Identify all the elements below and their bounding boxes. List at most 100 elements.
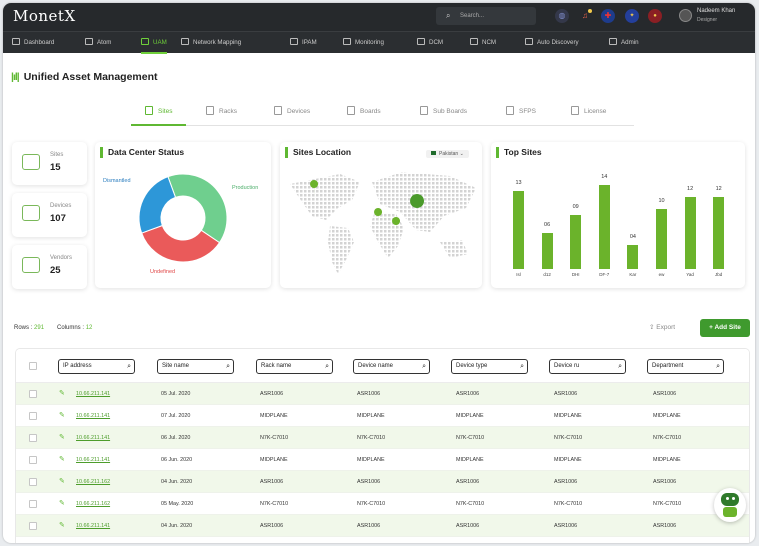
uam-title-icon: |ıl| bbox=[11, 71, 20, 83]
nav-item-atom[interactable]: Atom bbox=[85, 32, 111, 54]
bar-d12[interactable] bbox=[541, 233, 553, 269]
table-cell: 04 Jun. 2020 bbox=[161, 523, 193, 529]
bar-Kar[interactable] bbox=[627, 245, 639, 269]
table-row[interactable]: ✎ 10.66.211.141 07 Jul. 2020 MIDPLANE MIDPLA… bbox=[16, 405, 749, 427]
bell-icon[interactable]: ♫ bbox=[578, 9, 592, 23]
stat-card-devices[interactable]: Devices 107 bbox=[12, 193, 87, 237]
boards-tab-icon bbox=[347, 106, 355, 115]
table-cell: N7K-C7010 bbox=[554, 501, 583, 507]
table-row[interactable]: ✎ 10.66.211.162 05 May. 2020 N7K-C7010 N7K-C… bbox=[16, 493, 749, 515]
flag-other-icon[interactable]: ● bbox=[648, 9, 662, 23]
column-filter-5[interactable]: Device ru ⌕ bbox=[549, 359, 626, 374]
nav-item-network-mapping[interactable]: Network Mapping bbox=[181, 32, 241, 54]
bar-category-label: DHI bbox=[571, 272, 580, 277]
bar-ew[interactable] bbox=[656, 209, 667, 269]
row-checkbox[interactable] bbox=[29, 412, 37, 420]
tab-sub-boards[interactable]: Sub Boards bbox=[420, 101, 467, 125]
tab-boards[interactable]: Boards bbox=[347, 101, 381, 125]
edit-icon[interactable]: ✎ bbox=[59, 412, 65, 419]
table-row[interactable]: ✎ 10.66.211.141 06 Jul. 2020 N7K-C7010 N7K-C… bbox=[16, 427, 749, 449]
ip-link[interactable]: 10.66.211.162 bbox=[76, 501, 111, 507]
column-filter-4[interactable]: Device type ⌕ bbox=[451, 359, 528, 374]
flag-uk-icon[interactable]: ✚ bbox=[601, 9, 615, 23]
edit-icon[interactable]: ✎ bbox=[59, 478, 65, 485]
stat-card-sites[interactable]: Sites 15 bbox=[12, 142, 87, 185]
tab-sites[interactable]: Sites bbox=[130, 101, 188, 126]
sites-table: IP address ⌕ Site name ⌕ Rack name ⌕ Device na… bbox=[15, 348, 750, 543]
donut-slice-production[interactable] bbox=[167, 173, 228, 244]
search-icon[interactable]: ⌕ bbox=[716, 363, 720, 370]
column-filter-2[interactable]: Rack name ⌕ bbox=[256, 359, 333, 374]
nav-item-dashboard[interactable]: Dashboard bbox=[12, 32, 54, 54]
row-checkbox[interactable] bbox=[29, 522, 37, 530]
donut-slice-dismantled[interactable] bbox=[138, 176, 177, 234]
nav-item-uam[interactable]: UAM bbox=[141, 32, 167, 54]
ip-link[interactable]: 10.66.211.141 bbox=[76, 435, 111, 441]
table-cell: ASR1006 bbox=[357, 391, 381, 397]
device-icon bbox=[22, 205, 40, 221]
column-filter-3[interactable]: Device name ⌕ bbox=[353, 359, 430, 374]
nav-item-admin[interactable]: Admin bbox=[609, 32, 639, 54]
stat-card-vendors[interactable]: Vendors 25 bbox=[12, 245, 87, 289]
app-logo[interactable]: MonetX bbox=[13, 7, 76, 25]
tab-racks[interactable]: Racks bbox=[206, 101, 237, 125]
bar-category-label: Kar bbox=[629, 272, 637, 277]
search-icon[interactable]: ⌕ bbox=[226, 363, 230, 370]
edit-icon[interactable]: ✎ bbox=[59, 390, 65, 397]
export-button[interactable]: ⇪ Export bbox=[649, 324, 676, 331]
edit-icon[interactable]: ✎ bbox=[59, 522, 65, 529]
row-checkbox[interactable] bbox=[29, 500, 37, 508]
tab-sfps[interactable]: SFPS bbox=[506, 101, 536, 125]
row-checkbox[interactable] bbox=[29, 456, 37, 464]
tab-devices[interactable]: Devices bbox=[274, 101, 310, 125]
search-input[interactable]: ⌕ Search... bbox=[436, 7, 536, 25]
chatbot-button[interactable] bbox=[714, 488, 746, 522]
row-checkbox[interactable] bbox=[29, 434, 37, 442]
add-site-button[interactable]: + Add Site bbox=[700, 319, 750, 337]
table-cell: MIDPLANE bbox=[357, 457, 385, 463]
column-filter-6[interactable]: Department ⌕ bbox=[647, 359, 724, 374]
bar-DHI[interactable] bbox=[570, 215, 582, 269]
table-row[interactable]: ✎ 10.66.211.162 04 Jun. 2020 ASR1006 ASR1006… bbox=[16, 471, 749, 493]
select-all-checkbox[interactable] bbox=[29, 362, 37, 370]
nav-item-ipam[interactable]: IPAM bbox=[290, 32, 317, 54]
edit-icon[interactable]: ✎ bbox=[59, 434, 65, 441]
table-row[interactable]: ✎ 10.66.211.141 06 Jun. 2020 MIDPLANE MIDPLA… bbox=[16, 449, 749, 471]
nav-item-ncm[interactable]: NCM bbox=[470, 32, 496, 54]
bar-Isl[interactable] bbox=[513, 191, 524, 269]
nav-item-dcm[interactable]: DCM bbox=[417, 32, 443, 54]
row-checkbox[interactable] bbox=[29, 478, 37, 486]
bar-Yad[interactable] bbox=[684, 197, 696, 269]
table-row[interactable]: ✎ 10.66.211.141 04 Jun. 2020 ASR1006 ASR1006… bbox=[16, 515, 749, 537]
search-icon[interactable]: ⌕ bbox=[325, 363, 329, 370]
bar-DF-7[interactable] bbox=[598, 185, 610, 269]
donut-slice-undefined[interactable] bbox=[141, 224, 221, 263]
search-icon[interactable]: ⌕ bbox=[422, 363, 426, 370]
nav-item-auto-discovery[interactable]: Auto Discovery bbox=[525, 32, 579, 54]
ip-link[interactable]: 10.66.211.141 bbox=[76, 457, 111, 463]
sites-tab-icon bbox=[145, 106, 153, 115]
country-dropdown[interactable]: Pakistan ⌄ bbox=[426, 150, 469, 158]
ip-link[interactable]: 10.66.211.162 bbox=[76, 479, 111, 485]
column-filter-0[interactable]: IP address ⌕ bbox=[58, 359, 135, 374]
ip-link[interactable]: 10.66.211.141 bbox=[76, 391, 111, 397]
edit-icon[interactable]: ✎ bbox=[59, 456, 65, 463]
search-icon[interactable]: ⌕ bbox=[127, 363, 131, 370]
ip-link[interactable]: 10.66.211.141 bbox=[76, 537, 110, 543]
ip-link[interactable]: 10.66.211.141 bbox=[76, 523, 111, 529]
search-icon[interactable]: ⌕ bbox=[618, 363, 622, 370]
globe-icon[interactable]: ◍ bbox=[555, 9, 569, 23]
row-checkbox[interactable] bbox=[29, 390, 37, 398]
table-row[interactable]: ✎ 10.66.211.141 05 Jul. 2020 ASR1006 ASR1006… bbox=[16, 383, 749, 405]
flag-eu-icon[interactable]: ✦ bbox=[625, 9, 639, 23]
column-filter-1[interactable]: Site name ⌕ bbox=[157, 359, 234, 374]
table-cell: 07 Jul. 2020 bbox=[161, 413, 191, 419]
bar-value-label: 13 bbox=[515, 180, 522, 186]
search-icon[interactable]: ⌕ bbox=[520, 363, 524, 370]
tab-license[interactable]: License bbox=[571, 101, 606, 125]
bar-Jbd[interactable] bbox=[713, 197, 725, 269]
ip-link[interactable]: 10.66.211.141 bbox=[76, 413, 111, 419]
edit-icon[interactable]: ✎ bbox=[59, 500, 65, 507]
nav-item-monitoring[interactable]: Monitoring bbox=[343, 32, 384, 54]
